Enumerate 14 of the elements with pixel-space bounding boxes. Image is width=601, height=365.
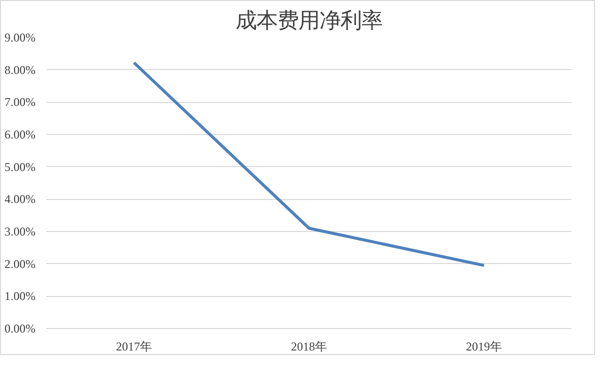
x-tick-label: 2019年 (466, 340, 502, 354)
x-tick-label: 2017年 (116, 340, 152, 354)
y-tick-label: 0.00% (4, 322, 36, 336)
y-tick-label: 8.00% (4, 62, 36, 77)
y-tick-label: 2.00% (4, 256, 36, 271)
y-tick-label: 9.00% (4, 30, 36, 44)
y-tick-label: 5.00% (4, 160, 36, 174)
y-tick-label: 1.00% (4, 289, 36, 304)
chart-title: 成本费用净利率 (236, 8, 382, 32)
y-tick-label: 4.00% (4, 192, 36, 206)
y-tick-label: 7.00% (4, 95, 36, 110)
y-tick-label: 6.00% (4, 128, 36, 142)
y-tick-label: 3.00% (4, 224, 36, 238)
x-tick-label: 2018年 (291, 340, 327, 354)
